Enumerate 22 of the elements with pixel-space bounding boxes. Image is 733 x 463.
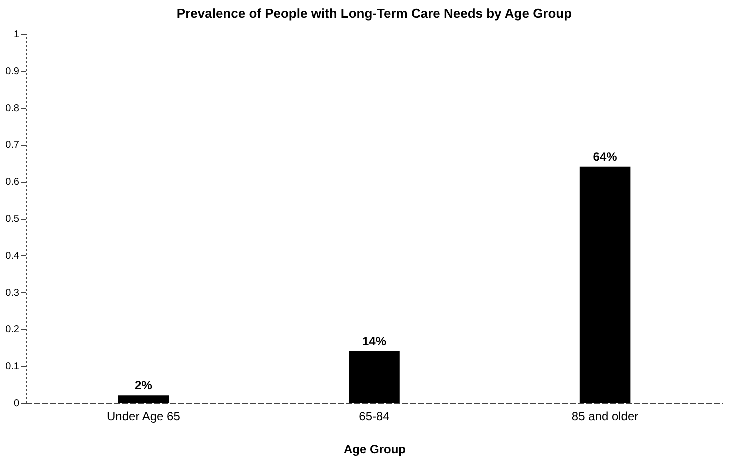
- x-tick-label: 85 and older: [572, 410, 639, 424]
- data-label: 2%: [135, 378, 153, 393]
- y-tick-label: 0.2: [6, 324, 20, 336]
- data-label: 64%: [593, 150, 618, 164]
- x-tick-label: 65-84: [359, 410, 390, 424]
- y-tick-label: 0.1: [6, 362, 20, 373]
- bar: [349, 351, 400, 403]
- y-tick-label: 0.9: [6, 66, 20, 78]
- bar: [118, 396, 170, 403]
- chart-title: Prevalence of People with Long-Term Care Needs by Age Group: [176, 6, 572, 21]
- y-tick-label: 0.6: [6, 177, 20, 188]
- y-tick-label: 0.7: [6, 140, 20, 152]
- y-tick-label: 0.3: [6, 288, 20, 299]
- y-tick-label: 1: [14, 30, 20, 40]
- data-label: 14%: [362, 334, 387, 348]
- y-tick-label: 0.4: [6, 250, 20, 262]
- y-tick-label: 0.5: [6, 214, 20, 225]
- x-tick-label: Under Age 65: [107, 410, 181, 424]
- y-tick-label: 0.8: [6, 103, 20, 114]
- y-tick-label: 0: [14, 398, 20, 410]
- bar: [580, 166, 631, 403]
- x-axis-title: Age Group: [344, 442, 406, 456]
